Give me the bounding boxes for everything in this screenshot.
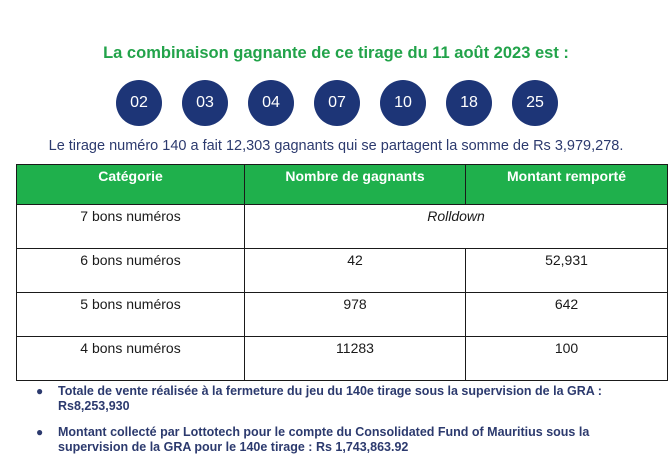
bullet-icon: ● [36, 425, 44, 439]
header-category: Catégorie [16, 164, 245, 205]
category-cell: 7 bons numéros [16, 204, 245, 249]
number-ball: 10 [380, 80, 426, 126]
header-winners: Nombre de gagnants [244, 164, 466, 205]
draw-headline: La combinaison gagnante de ce tirage du … [103, 44, 569, 62]
bullet-icon: ● [36, 384, 44, 398]
number-ball: 25 [512, 80, 558, 126]
list-item: ● Totale de vente réalisée à la fermetur… [36, 384, 646, 414]
number-ball: 07 [314, 80, 360, 126]
category-cell: 5 bons numéros [16, 292, 245, 337]
notes-list: ● Totale de vente réalisée à la fermetur… [36, 384, 646, 466]
amount-cell: 100 [465, 336, 668, 381]
rolldown-cell: Rolldown [244, 204, 668, 249]
table-header-row: Catégorie Nombre de gagnants Montant rem… [16, 164, 668, 205]
number-ball: 18 [446, 80, 492, 126]
table-row: 5 bons numéros 978 642 [16, 292, 668, 337]
table-row: 4 bons numéros 11283 100 [16, 336, 668, 381]
category-cell: 4 bons numéros [16, 336, 245, 381]
number-ball: 02 [116, 80, 162, 126]
table-row: 7 bons numéros Rolldown [16, 204, 668, 249]
sales-total-note: Totale de vente réalisée à la fermeture … [58, 384, 602, 413]
winners-cell: 11283 [244, 336, 466, 381]
header-amount: Montant remporté [465, 164, 668, 205]
list-item: ● Montant collecté par Lottotech pour le… [36, 425, 646, 455]
category-cell: 6 bons numéros [16, 248, 245, 293]
winners-cell: 978 [244, 292, 466, 337]
results-table: Catégorie Nombre de gagnants Montant rem… [16, 164, 668, 381]
number-ball: 03 [182, 80, 228, 126]
draw-summary: Le tirage numéro 140 a fait 12,303 gagna… [48, 138, 624, 154]
amount-cell: 52,931 [465, 248, 668, 293]
consolidated-fund-note: Montant collecté par Lottotech pour le c… [58, 425, 590, 454]
winners-cell: 42 [244, 248, 466, 293]
table-row: 6 bons numéros 42 52,931 [16, 248, 668, 293]
number-ball: 04 [248, 80, 294, 126]
amount-cell: 642 [465, 292, 668, 337]
